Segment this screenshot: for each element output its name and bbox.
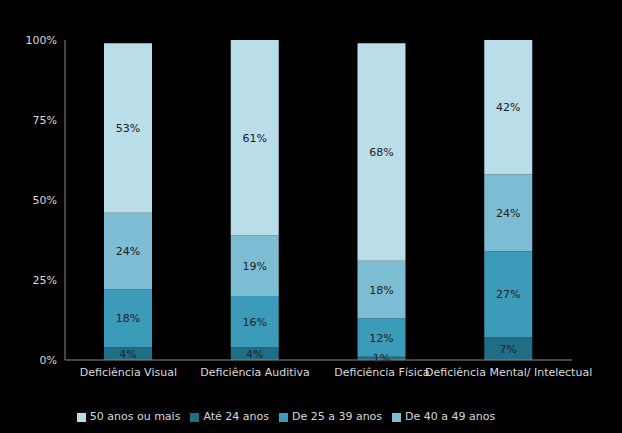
html-text:Até 24 anos: Até 24 anos [203,410,269,423]
svg-text:42%: 42% [496,101,520,114]
svg-text:Deficiência Visual: Deficiência Visual [80,366,177,379]
svg-text:61%: 61% [243,132,267,145]
svg-text:12%: 12% [369,332,393,345]
svg-text:18%: 18% [369,284,393,297]
svg-text:4%: 4% [246,348,263,361]
svg-text:75%: 75% [33,114,57,127]
svg-text:18%: 18% [116,312,140,325]
html-text:De 40 a 49 anos: De 40 a 49 anos [405,410,496,423]
svg-text:25%: 25% [33,274,57,287]
svg-text:27%: 27% [496,288,520,301]
html-text:50 anos ou mais: 50 anos ou mais [89,410,181,423]
svg-text:68%: 68% [369,146,393,159]
svg-text:100%: 100% [26,34,57,47]
svg-text:16%: 16% [243,316,267,329]
svg-text:Deficiência Mental/ Intelectua: Deficiência Mental/ Intelectual [425,366,592,379]
svg-text:50%: 50% [33,194,57,207]
svg-text:0%: 0% [40,354,57,367]
svg-text:24%: 24% [496,207,520,220]
svg-text:1%: 1% [373,352,390,365]
svg-text:Deficiência Auditiva: Deficiência Auditiva [200,366,310,379]
svg-text:24%: 24% [116,245,140,258]
svg-text:53%: 53% [116,122,140,135]
svg-text:Deficiência Física: Deficiência Física [334,366,429,379]
svg-text:4%: 4% [119,348,136,361]
svg-text:19%: 19% [243,260,267,273]
html-text:De 25 a 39 anos: De 25 a 39 anos [292,410,383,423]
svg-text:7%: 7% [500,343,517,356]
